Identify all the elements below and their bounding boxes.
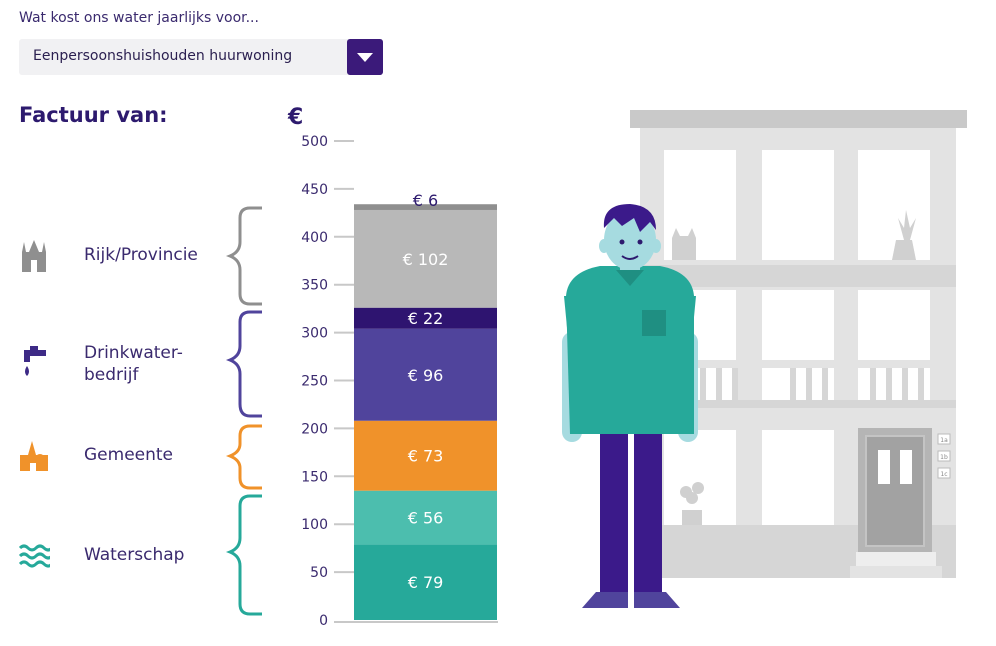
braces-group bbox=[225, 206, 262, 616]
church-icon bbox=[22, 240, 46, 272]
bar-segment bbox=[354, 544, 497, 620]
y-axis-currency-label: € bbox=[287, 105, 303, 130]
door-number-1b: 1b bbox=[940, 454, 948, 461]
brace-rijk bbox=[225, 206, 262, 306]
y-tick-label: 450 bbox=[301, 182, 328, 198]
y-tick-label: 50 bbox=[310, 565, 328, 581]
category-label-gemeente: Gemeente bbox=[84, 445, 174, 465]
brace-waterschap bbox=[225, 494, 262, 616]
door-number-plates: 1a 1b 1c bbox=[937, 433, 951, 479]
bar-stack: € 79 € 56 € 73 € 96 € 22 € 102 € 6 bbox=[354, 191, 497, 620]
bar-segment-label: € 6 bbox=[413, 191, 438, 210]
bar-segment bbox=[354, 204, 497, 210]
bar-segment bbox=[354, 420, 497, 491]
household-select[interactable]: Eenpersoonshuishouden huurwoning bbox=[19, 39, 383, 75]
y-tick-label: 300 bbox=[301, 326, 328, 342]
building-illustration bbox=[630, 110, 967, 578]
bar-segment bbox=[354, 328, 497, 421]
bar-segment-label: € 73 bbox=[408, 447, 444, 466]
category-label-drinkwater: Drinkwater- bedrijf bbox=[84, 343, 183, 385]
household-select-value: Eenpersoonshuishouden huurwoning bbox=[33, 48, 293, 64]
illustration: 1a 1b 1c bbox=[562, 110, 967, 608]
y-tick-label: 200 bbox=[301, 421, 328, 437]
y-tick-label: 350 bbox=[301, 278, 328, 294]
y-tick-label: 250 bbox=[301, 374, 328, 390]
bar-segment bbox=[354, 209, 497, 308]
factuur-heading: Factuur van: bbox=[19, 103, 168, 127]
door-number-1a: 1a bbox=[940, 437, 948, 444]
y-tick-label: 100 bbox=[301, 517, 328, 533]
door-number-1c: 1c bbox=[940, 471, 947, 478]
brace-drinkwater bbox=[225, 310, 262, 418]
y-tick-label: 0 bbox=[319, 613, 328, 629]
brace-gemeente bbox=[225, 424, 262, 490]
y-axis: 0 50 100 150 200 250 300 350 400 450 500 bbox=[301, 134, 354, 629]
bar-segment-label: € 79 bbox=[408, 573, 444, 592]
chevron-down-icon[interactable] bbox=[347, 39, 383, 75]
bar-segment-label: € 102 bbox=[403, 250, 449, 269]
question-label: Wat kost ons water jaarlijks voor... bbox=[19, 10, 259, 26]
bar-segment bbox=[354, 490, 497, 545]
category-label-rijk: Rijk/Provincie bbox=[84, 245, 198, 265]
waves-icon bbox=[18, 544, 50, 568]
bar-segment-label: € 22 bbox=[408, 309, 444, 328]
bar-segment-label: € 96 bbox=[408, 366, 444, 385]
person-illustration bbox=[562, 204, 698, 608]
y-tick-label: 500 bbox=[301, 134, 328, 150]
bar-segment-label: € 56 bbox=[408, 508, 444, 527]
bar-segment bbox=[354, 307, 497, 329]
y-tick-label: 400 bbox=[301, 230, 328, 246]
water-tap-icon bbox=[24, 346, 46, 376]
category-label-waterschap: Waterschap bbox=[84, 545, 185, 565]
stacked-bar-chart: € 0 50 100 150 200 250 300 350 400 450 500 € 79 € 5… bbox=[287, 105, 498, 629]
y-tick-label: 150 bbox=[301, 469, 328, 485]
town-hall-icon bbox=[20, 441, 48, 471]
